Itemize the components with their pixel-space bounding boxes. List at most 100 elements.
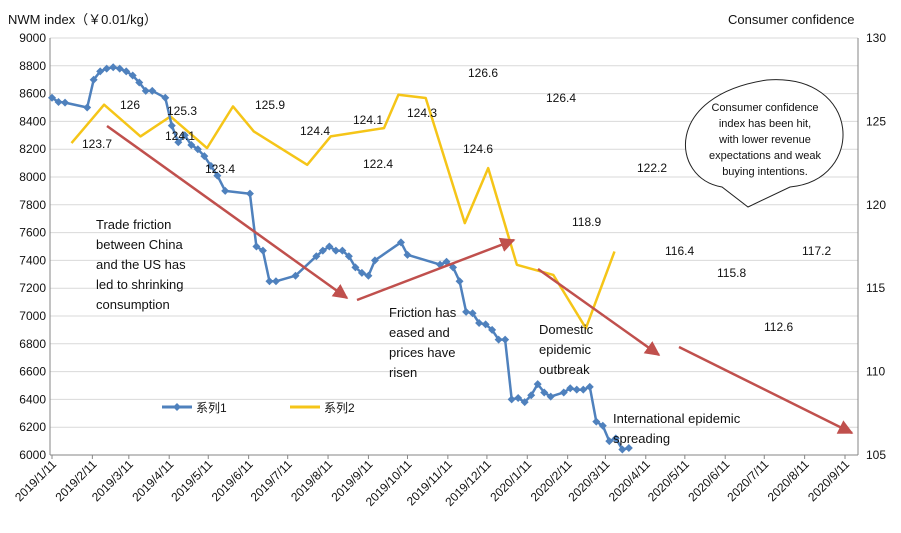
series-1-point xyxy=(475,318,484,327)
annotation-line: and the US has xyxy=(96,257,186,272)
left-tick-label: 8400 xyxy=(19,114,46,128)
series-1-point xyxy=(258,246,267,255)
series-1-point xyxy=(540,388,549,397)
series-2-data-label: 124.4 xyxy=(300,124,330,138)
x-tick-label: 2020/7/11 xyxy=(724,457,771,504)
series-1-point xyxy=(213,171,222,180)
series-1-point xyxy=(338,246,347,255)
left-tick-label: 9000 xyxy=(19,31,46,45)
legend-label-series-2: 系列2 xyxy=(324,401,355,415)
left-tick-label: 7600 xyxy=(19,226,46,240)
series-2-data-label: 124.6 xyxy=(463,142,493,156)
x-tick-label: 2020/4/11 xyxy=(606,457,653,504)
series-1-point xyxy=(585,382,594,391)
left-tick-label: 6400 xyxy=(19,392,46,406)
series-1-point xyxy=(96,67,105,76)
series-1-point xyxy=(180,131,189,140)
series-1-point xyxy=(48,93,56,102)
series-2-data-label: 112.6 xyxy=(764,320,793,334)
annotation-international-epidemic: International epidemic spreading xyxy=(613,411,741,446)
series-1-point xyxy=(252,242,261,251)
series-1-point xyxy=(54,97,63,106)
annotation-line: International epidemic xyxy=(613,411,741,426)
series-1-point xyxy=(318,246,327,255)
series-1-point xyxy=(364,271,373,280)
series-1-point xyxy=(109,63,118,72)
x-tick-label: 2019/6/11 xyxy=(209,457,256,504)
series-1-point xyxy=(89,75,98,84)
trend-arrow-4 xyxy=(678,345,854,435)
series-1-point xyxy=(598,421,607,430)
series-2-polyline xyxy=(70,93,616,330)
annotation-line: Domestic xyxy=(539,322,594,337)
series-1-point xyxy=(174,138,183,147)
series-1-point xyxy=(102,64,111,73)
right-tick-label: 120 xyxy=(866,198,886,212)
series-1-point xyxy=(501,335,510,344)
left-axis-ticks: 6000 6200 6400 6600 6800 7000 7200 7400 7600 7800… xyxy=(19,31,46,462)
series-2-data-label: 116.4 xyxy=(665,244,694,258)
left-tick-label: 6800 xyxy=(19,337,46,351)
callout-shape xyxy=(684,79,844,208)
series-1-point xyxy=(161,93,170,102)
series-2-data-label: 118.9 xyxy=(572,215,601,229)
series-1-point xyxy=(331,246,340,255)
left-tick-label: 6600 xyxy=(19,365,46,379)
right-tick-label: 130 xyxy=(866,31,886,45)
annotation-line: epidemic xyxy=(539,342,592,357)
annotation-line: between China xyxy=(96,237,183,252)
series-2-data-label: 126 xyxy=(120,98,140,112)
series-1-point xyxy=(206,161,215,170)
left-tick-label: 6200 xyxy=(19,420,46,434)
series-2-data-label: 122.4 xyxy=(363,157,393,171)
series-1-point xyxy=(488,325,497,334)
series-1-point xyxy=(462,307,471,316)
series-2-data-labels: 123.7 126 124.1 125.3 123.4 125.9 124.4 122.4 12… xyxy=(82,66,831,334)
legend-marker-series-1 xyxy=(173,403,181,411)
annotation-line: Friction has xyxy=(389,305,457,320)
callout-line: with lower revenue xyxy=(718,134,811,146)
series-1-point xyxy=(141,86,150,95)
series-1-point xyxy=(135,78,144,87)
series-1-point xyxy=(579,385,588,394)
series-1-point xyxy=(61,98,70,107)
x-tick-label: 2020/9/11 xyxy=(805,457,852,504)
legend: 系列1 系列2 xyxy=(162,401,355,415)
left-axis-title: NWM index（￥0.01/kg） xyxy=(8,12,157,27)
series-1-point xyxy=(618,445,627,454)
series-2-data-label: 123.4 xyxy=(205,162,235,176)
series-1-point xyxy=(291,271,300,280)
right-tick-label: 105 xyxy=(866,448,886,462)
series-2-data-label: 126.6 xyxy=(468,66,498,80)
right-axis-ticks: 105 110 115 120 125 130 xyxy=(866,31,886,462)
series-2-data-label: 117.2 xyxy=(802,244,831,258)
series-1-point xyxy=(128,71,137,80)
series-1-point xyxy=(357,268,366,277)
annotation-line: prices have xyxy=(389,345,455,360)
annotation-domestic-epidemic: Domestic epidemic outbreak xyxy=(539,322,594,377)
left-tick-label: 6000 xyxy=(19,448,46,462)
annotation-line: eased and xyxy=(389,325,450,340)
series-1-point xyxy=(559,388,568,397)
left-tick-label: 8600 xyxy=(19,87,46,101)
callout-bubble: Consumer confidence index has been hit, … xyxy=(684,79,844,208)
right-tick-label: 125 xyxy=(866,114,886,128)
annotation-line: Trade friction xyxy=(96,217,171,232)
x-tick-label: 2019/1/11 xyxy=(12,457,59,504)
series-1-point xyxy=(468,309,477,318)
left-tick-label: 7400 xyxy=(19,253,46,267)
annotation-line: consumption xyxy=(96,297,170,312)
series-1-point xyxy=(325,242,334,251)
left-tick-label: 8000 xyxy=(19,170,46,184)
x-tick-label: 2020/3/11 xyxy=(566,457,613,504)
series-1-point xyxy=(167,121,176,130)
series-1-point xyxy=(122,67,131,76)
callout-line: expectations and weak xyxy=(709,150,821,162)
series-1-point xyxy=(83,103,92,112)
series-1-point xyxy=(403,250,412,259)
series-1-point xyxy=(187,141,196,150)
series-1-point xyxy=(193,145,202,154)
series-1-point xyxy=(221,186,230,195)
series-2-data-label: 115.8 xyxy=(717,266,746,280)
